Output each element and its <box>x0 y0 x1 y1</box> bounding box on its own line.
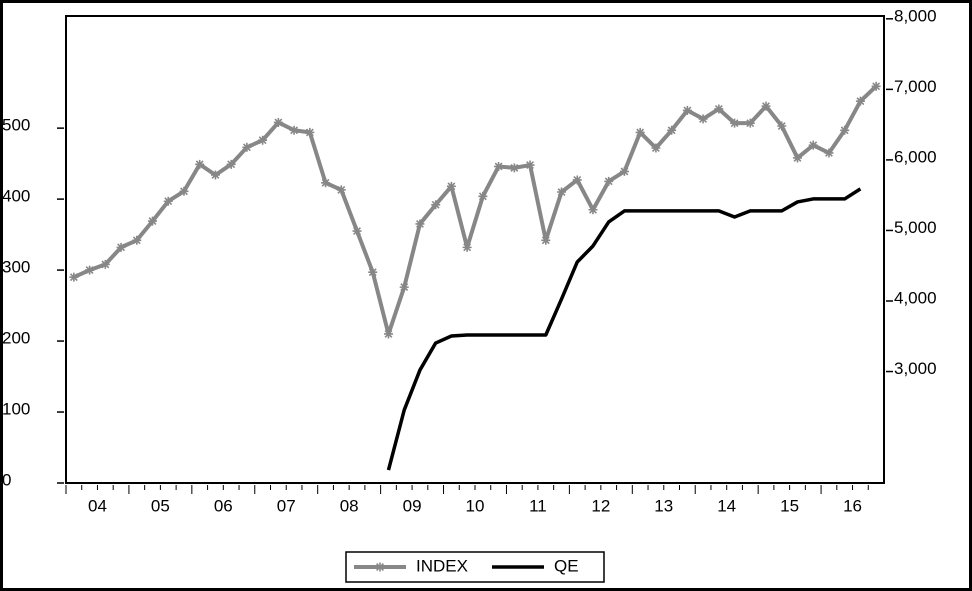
marker <box>509 163 519 173</box>
y-tick-label: 0 <box>2 470 11 489</box>
marker <box>478 191 488 201</box>
y2-tick-label: 8,000 <box>894 6 937 25</box>
legend-marker <box>375 562 385 572</box>
marker <box>399 282 409 292</box>
marker <box>242 142 252 152</box>
marker <box>195 159 205 169</box>
marker <box>494 161 504 171</box>
marker <box>777 121 787 131</box>
marker <box>667 125 677 135</box>
x-tick-label: 13 <box>654 496 673 515</box>
marker <box>100 259 110 269</box>
marker <box>415 219 425 229</box>
x-tick-label: 07 <box>277 496 296 515</box>
marker <box>714 104 724 114</box>
marker <box>557 187 567 197</box>
y2-tick-label: 7,000 <box>894 77 937 96</box>
marker <box>525 160 535 170</box>
x-tick-label: 16 <box>843 496 862 515</box>
marker <box>163 196 173 206</box>
marker <box>730 118 740 128</box>
marker <box>871 81 881 91</box>
x-tick-label: 11 <box>529 496 547 515</box>
y-tick-label: 400 <box>2 187 30 206</box>
marker <box>383 329 393 339</box>
marker <box>336 185 346 195</box>
marker <box>321 178 331 188</box>
marker <box>588 205 598 215</box>
y-tick-label: 200 <box>2 329 30 348</box>
marker <box>792 153 802 163</box>
y-tick-label: 300 <box>2 258 30 277</box>
series-line <box>73 84 878 336</box>
y2-tick-label: 4,000 <box>894 288 937 307</box>
marker <box>840 125 850 135</box>
legend-label: QE <box>554 556 579 575</box>
marker <box>431 200 441 210</box>
marker <box>289 125 299 135</box>
marker <box>604 176 614 186</box>
marker <box>305 127 315 137</box>
marker <box>682 105 692 115</box>
marker <box>651 143 661 153</box>
marker <box>698 114 708 124</box>
marker <box>226 159 236 169</box>
y2-tick-label: 6,000 <box>894 147 937 166</box>
marker <box>258 135 268 145</box>
marker <box>572 175 582 185</box>
y-tick-label: 500 <box>2 116 30 135</box>
x-tick-label: 05 <box>151 496 170 515</box>
marker <box>368 267 378 277</box>
marker <box>824 148 834 158</box>
y2-tick-label: 3,000 <box>894 359 937 378</box>
legend-label: INDEX <box>416 556 468 575</box>
marker <box>761 101 771 111</box>
marker <box>541 235 551 245</box>
x-tick-label: 04 <box>88 496 107 515</box>
x-tick-label: 15 <box>780 496 799 515</box>
marker <box>210 170 220 180</box>
x-tick-label: 06 <box>214 496 233 515</box>
marker <box>462 242 472 252</box>
series-line <box>386 187 862 471</box>
plot-area <box>65 15 885 484</box>
marker <box>446 181 456 191</box>
y2-tick-label: 5,000 <box>894 218 937 237</box>
marker <box>132 235 142 245</box>
x-tick-label: 09 <box>403 496 422 515</box>
marker <box>808 140 818 150</box>
marker <box>745 118 755 128</box>
marker <box>85 265 95 275</box>
marker <box>855 96 865 106</box>
y-tick-label: 100 <box>2 400 30 419</box>
x-tick-label: 08 <box>340 496 359 515</box>
marker <box>273 117 283 127</box>
x-tick-label: 12 <box>591 496 610 515</box>
marker <box>179 186 189 196</box>
marker <box>69 272 79 282</box>
marker <box>635 127 645 137</box>
marker <box>619 166 629 176</box>
x-tick-label: 10 <box>466 496 485 515</box>
marker <box>148 216 158 226</box>
marker <box>116 242 126 252</box>
marker <box>352 226 362 236</box>
x-tick-label: 14 <box>717 496 736 515</box>
